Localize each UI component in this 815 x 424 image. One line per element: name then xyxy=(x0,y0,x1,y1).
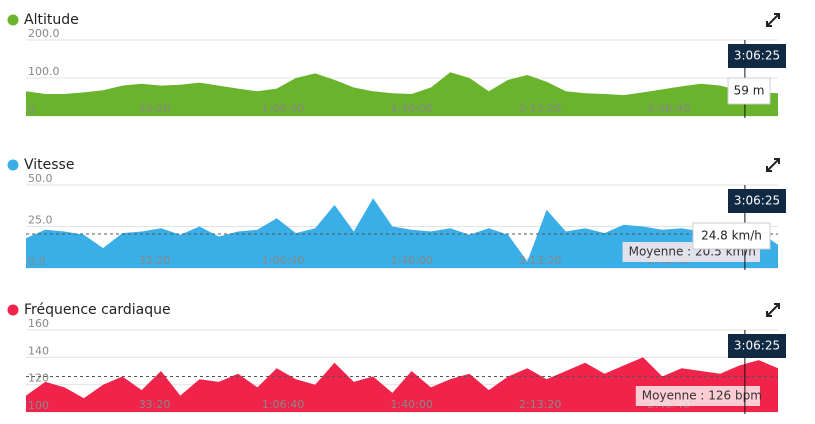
y-tick-label: 200.0 xyxy=(28,27,60,40)
x-tick-label: 1:06:40 xyxy=(262,254,304,267)
y-tick-label: 0.0 xyxy=(28,255,46,268)
x-tick-label: 1:06:40 xyxy=(262,102,304,115)
area xyxy=(26,357,778,412)
y-tick-label: 50.0 xyxy=(28,172,53,185)
tooltip-box xyxy=(727,77,771,105)
x-tick-label: 33:20 xyxy=(139,398,171,411)
x-tick-label: 33:20 xyxy=(139,254,171,267)
y-tick-label: 140 xyxy=(28,344,49,357)
x-tick-label: 2:13:20 xyxy=(519,398,561,411)
legend-dot xyxy=(7,14,19,26)
legend-dot xyxy=(7,159,19,171)
y-tick-label: 120 xyxy=(28,372,49,385)
y-tick-label: 0 xyxy=(28,103,35,116)
chart-title: Fréquence cardiaque xyxy=(24,302,171,318)
y-tick-label: 25.0 xyxy=(28,214,53,227)
x-tick-label: 2:13:20 xyxy=(519,102,561,115)
tooltip-box xyxy=(692,222,771,250)
area xyxy=(26,198,778,268)
tooltip-label: 59 m xyxy=(734,84,765,98)
x-tick-label: 2:46:40 xyxy=(648,102,690,115)
cursor-badge xyxy=(728,44,786,68)
x-tick-label: 2:13:20 xyxy=(519,254,561,267)
cursor-badge xyxy=(728,334,786,358)
x-tick-label: 1:06:40 xyxy=(262,398,304,411)
x-tick-label: 33:20 xyxy=(139,102,171,115)
area xyxy=(26,72,778,116)
average-badge xyxy=(635,386,760,406)
legend-dot xyxy=(7,304,19,316)
average-label: Moyenne : 126 bpm xyxy=(642,389,762,403)
y-tick-label: 100.0 xyxy=(28,65,60,78)
y-tick-label: 160 xyxy=(28,317,49,330)
x-tick-label: 1:40:00 xyxy=(390,102,432,115)
x-tick-label: 1:40:00 xyxy=(390,254,432,267)
tooltip-label: 24.8 km/h xyxy=(701,229,762,243)
cursor-label: 3:06:25 xyxy=(734,339,780,353)
chart-title: Altitude xyxy=(24,12,79,28)
cursor-label: 3:06:25 xyxy=(734,49,780,63)
chart-title: Vitesse xyxy=(24,157,74,173)
cursor-badge xyxy=(728,189,786,213)
expand-icon[interactable] xyxy=(766,158,780,172)
y-tick-label: 100 xyxy=(28,399,49,412)
expand-icon[interactable] xyxy=(766,303,780,317)
expand-icon[interactable] xyxy=(766,13,780,27)
x-tick-label: 1:40:00 xyxy=(390,398,432,411)
cursor-label: 3:06:25 xyxy=(734,194,780,208)
